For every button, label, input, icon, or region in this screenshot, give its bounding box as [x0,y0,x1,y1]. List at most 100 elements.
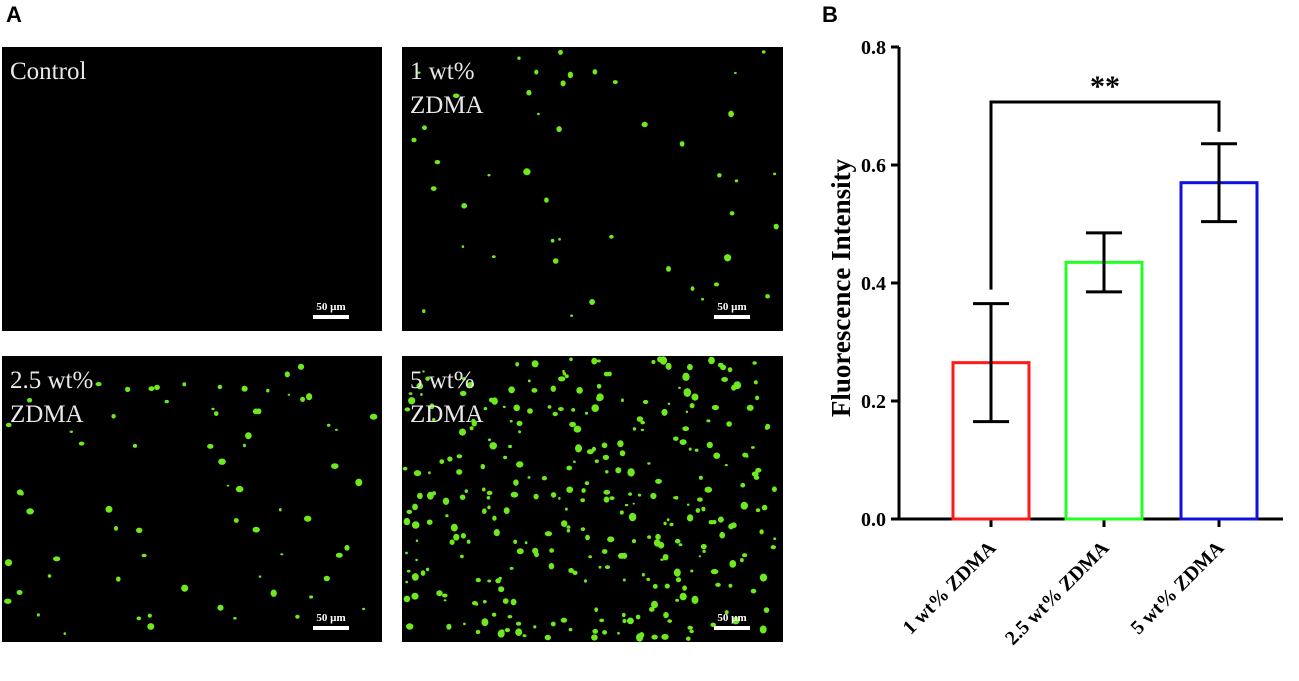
fluorescence-spot [403,595,411,603]
fluorescence-spot [570,314,574,317]
fluorescence-spot [627,468,635,477]
fluorescence-spot [411,592,419,600]
fluorescence-spot [584,579,587,583]
fluorescence-spot [691,393,699,401]
y-tick-label: 0.8 [861,37,886,59]
fluorescence-spot [662,554,669,561]
fluorescence-spot [164,399,169,404]
fluorescence-spot [687,363,693,371]
fluorescence-spot [651,600,658,609]
fluorescence-spot [763,607,770,613]
fluorescence-spot [753,475,760,480]
fluorescence-spot [770,545,776,550]
fluorescence-spot [651,359,656,365]
fluorescence-spot [690,286,695,291]
fluorescence-spot [258,575,262,578]
micrograph-label: 2.5 wt% ZDMA [10,367,94,428]
fluorescence-spot [752,361,757,365]
fluorescence-spot [439,459,445,464]
fluorescence-spot [452,93,460,99]
fluorescence-spot [564,374,569,379]
micrograph-5wt: 5 wt% ZDMA 50 µm [402,356,783,642]
fluorescence-spot [701,506,706,512]
fluorescence-spot [431,418,436,421]
fluorescence-spot [690,569,694,573]
fluorescence-spot [460,533,466,539]
fluorescence-spot [750,446,755,449]
fluorescence-spot [482,600,487,604]
fluorescence-spot [405,551,408,555]
fluorescence-spot [550,385,556,392]
fluorescence-spot [615,467,622,474]
fluorescence-spot [278,508,282,512]
fluorescence-spot [252,526,260,533]
fluorescence-spot [331,463,339,469]
fluorescence-spot [706,441,713,449]
bar-chart: 0.0 0.2 0.4 0.6 0.8 1 wt% ZDMA 2.5 wt% ZDMA 5 w… [826,37,1283,650]
fluorescence-spot [95,382,102,387]
fluorescence-spot [309,595,314,599]
fluorescence-spot [556,126,562,133]
fluorescence-spot [446,623,452,630]
fluorescence-spot [531,388,538,393]
fluorescence-spot [773,537,777,540]
panel-b-letter: B [822,2,838,27]
fluorescence-spot [207,443,214,449]
fluorescence-spot [764,425,769,430]
fluorescence-spot [724,464,728,467]
fluorescence-spot [641,121,648,128]
fluorescence-spot [449,539,455,545]
fluorescence-spot [717,173,722,178]
fluorescence-spot [728,110,734,118]
fluorescence-spot [636,416,644,422]
fluorescence-spot [607,536,615,543]
fluorescence-spot [605,470,609,474]
fluorescence-spot [566,465,572,471]
scale-bar: 50 µm [313,612,349,630]
fluorescence-spot [591,357,598,365]
scale-bar-line [313,315,349,319]
fluorescence-spot [148,386,155,392]
fluorescence-spot [560,617,568,623]
fluorescence-spot [637,493,642,497]
fluorescence-spot [58,382,61,386]
scale-bar: 50 µm [313,301,349,319]
fluorescence-spot [715,582,721,587]
fluorescence-spot [111,414,116,419]
fluorescence-spot [482,487,486,492]
fluorescence-spot [4,559,13,567]
fluorescence-spot [701,297,704,301]
chart-bars: ** [951,70,1259,521]
fluorescence-spot [727,367,733,373]
fluorescence-spot [549,548,554,553]
fluorescence-spot [682,372,690,381]
fluorescence-spot [773,172,777,176]
scale-bar-label: 50 µm [316,612,346,624]
fluorescence-spot [533,493,539,500]
fluorescence-spot [729,560,737,568]
fluorescence-spot [566,486,574,493]
fluorescence-spot [734,179,739,183]
fluorescence-spot [675,598,679,602]
fluorescence-spot [78,441,85,446]
fluorescence-spot [436,590,443,597]
fluorescence-spot [678,386,681,389]
fluorescence-spot [771,486,777,492]
fluorescence-spot [617,631,620,635]
fluorescence-spot [626,617,634,625]
fluorescence-spot [728,583,733,588]
fluorescence-spot [740,558,744,563]
fluorescence-spot [591,634,598,641]
fluorescence-spot [632,502,635,505]
fluorescence-spot [369,413,378,420]
fluorescence-spot [602,454,610,460]
fluorescence-spot [675,577,682,583]
fluorescence-spot [569,357,573,362]
fluorescence-spot [689,629,694,634]
fluorescence-spot [765,294,770,299]
fluorescence-spot [533,625,537,629]
y-axis-title: Fluorescence Intensity [826,158,856,417]
fluorescence-spot [513,539,518,544]
fluorescence-spot [534,551,539,558]
fluorescence-spot [456,454,463,459]
